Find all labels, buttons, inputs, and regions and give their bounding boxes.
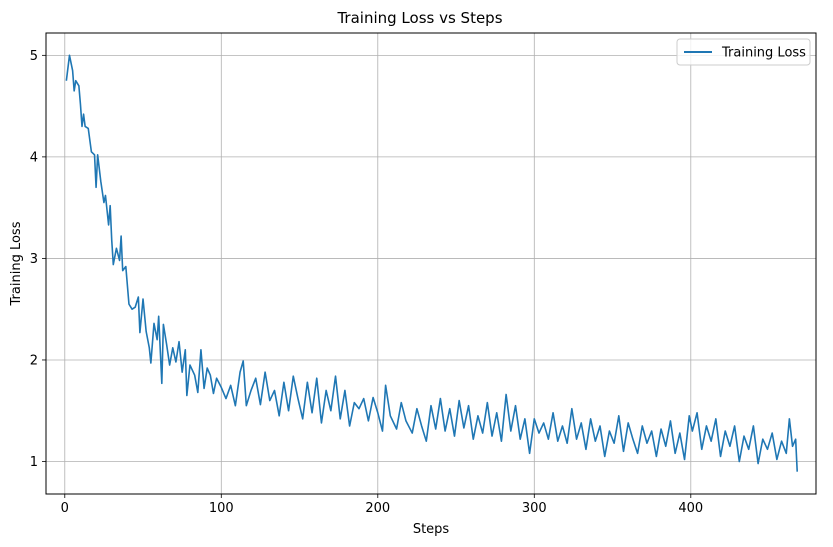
y-tick-label: 4: [30, 150, 38, 165]
x-tick-label: 200: [365, 501, 390, 516]
plot-frame: [45, 32, 817, 495]
chart-title: Training Loss vs Steps: [336, 9, 502, 27]
x-tick-label: 400: [678, 501, 703, 516]
x-axis-label: Steps: [413, 522, 450, 537]
y-axis-label: Training Loss: [9, 221, 24, 306]
y-tick-label: 5: [30, 49, 38, 64]
y-tick-label: 1: [30, 455, 38, 470]
legend-box: [676, 38, 811, 66]
legend-label-training-loss: Training Loss: [721, 46, 806, 61]
y-tick-label: 2: [30, 353, 38, 368]
legend: Training Loss: [676, 38, 811, 66]
y-ticks: 1 2 3 4 5: [30, 49, 46, 470]
x-ticks: 0 100 200 300 400: [61, 494, 703, 516]
y-tick-label: 3: [30, 252, 38, 267]
x-tick-label: 300: [522, 501, 547, 516]
series-line-training-loss: [65, 54, 799, 472]
series-layer: [65, 54, 799, 472]
x-tick-label: 0: [61, 501, 69, 516]
x-tick-label: 100: [209, 501, 234, 516]
